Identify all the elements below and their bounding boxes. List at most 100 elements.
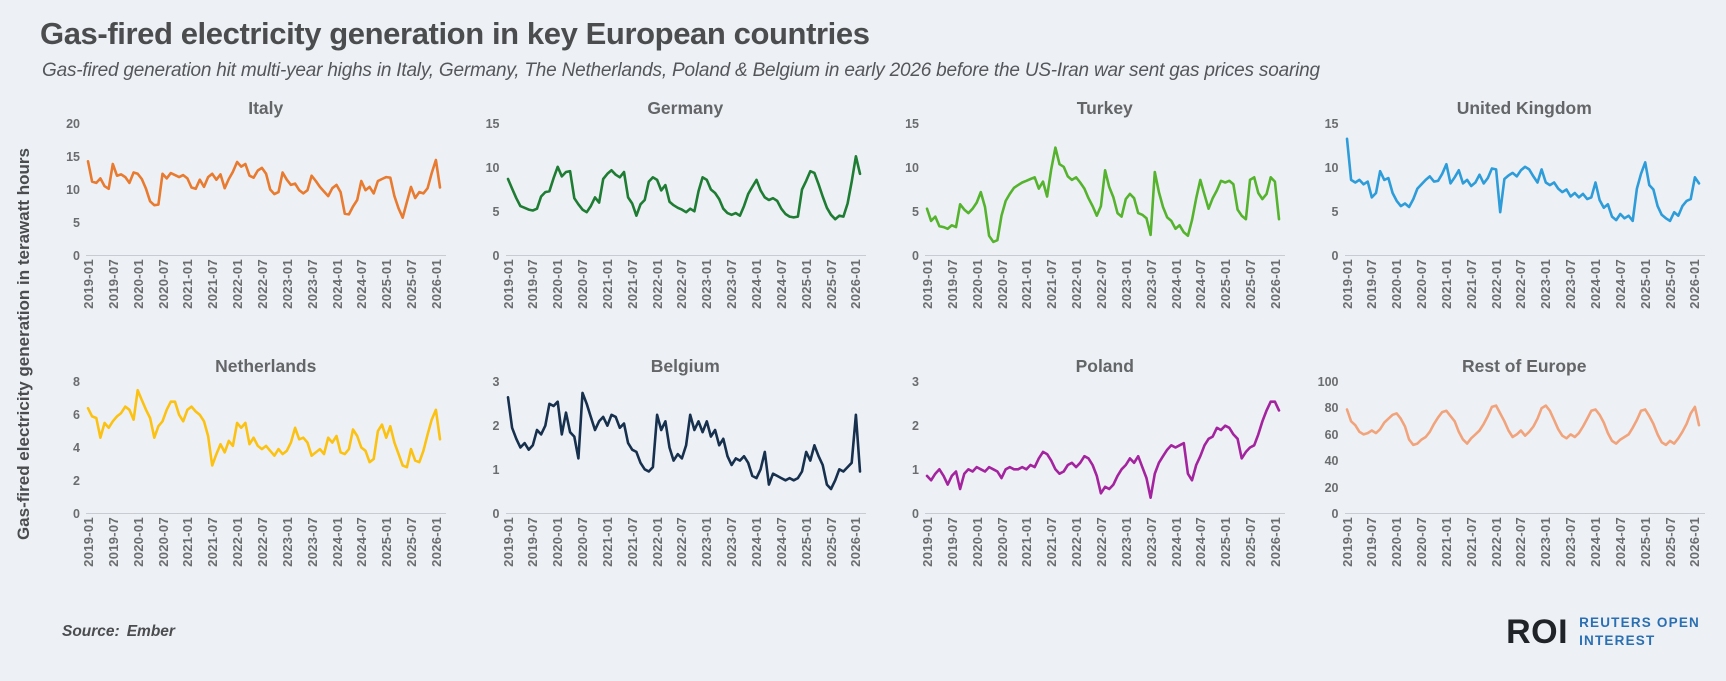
- subplot-title-germany: Germany: [647, 98, 724, 118]
- page-title: Gas-fired electricity generation in key …: [40, 16, 870, 51]
- x-axis-tick-label: 2022-01: [230, 259, 246, 309]
- x-axis-tick-label: 2019-01: [920, 517, 935, 567]
- x-axis-tick-label: 2020-07: [575, 259, 590, 309]
- x-axis-tick-label: 2025-01: [798, 259, 814, 309]
- x-axis-tick-label: 2021-07: [205, 517, 221, 567]
- y-axis-united-kingdom: 0 5 10 15: [1307, 117, 1345, 263]
- y-axis-tick-label: 10: [905, 161, 919, 175]
- x-axis-tick-label: 2023-07: [1563, 259, 1579, 309]
- x-axis-tick-label: 2022-07: [254, 259, 270, 309]
- x-axis-tick-label: 2019-01: [500, 517, 516, 567]
- subplot-united-kingdom: United Kingdom 0 5 10 15 2019-01 2019-07 2020-0…: [1307, 86, 1726, 344]
- x-axis-tick-label: 2023-01: [279, 259, 295, 309]
- y-axis-title: Gas-fired electricity generation in tera…: [14, 147, 33, 541]
- y-axis-tick-label: 15: [905, 117, 919, 131]
- x-axis-tick-label: 2020-07: [155, 517, 171, 567]
- plot-line: [506, 154, 861, 221]
- x-axis-tick-label: 2023-01: [1538, 259, 1554, 309]
- plot-area-united-kingdom: 0 5 10 15: [1307, 117, 1705, 263]
- roi-logo-line1: REUTERS OPEN: [1579, 615, 1700, 630]
- y-axis-tick-label: 0: [492, 249, 500, 263]
- x-axis-tick-label: 2020-07: [994, 259, 1010, 309]
- roi-logo-abbr: ROI: [1506, 612, 1569, 651]
- roi-logo-text: REUTERS OPEN INTEREST: [1579, 614, 1700, 649]
- x-axis-tick-label: 2022-07: [1093, 259, 1109, 309]
- plot-belgium: [505, 382, 866, 514]
- x-axis-tick-label: 2024-07: [1612, 259, 1628, 309]
- x-axis-tick-label: 2021-01: [599, 259, 615, 309]
- x-axis-tick-label: 2024-01: [1588, 259, 1603, 309]
- x-axis-tick-label: 2021-07: [1044, 517, 1060, 567]
- plot-area-germany: 0 5 10 15: [468, 117, 866, 263]
- x-axis-tick-label: 2024-01: [1588, 517, 1603, 567]
- x-axis-tick-label: 2023-07: [1563, 517, 1579, 567]
- x-axis-poland: 2019-01 2019-07 2020-01 2020-07 2021-01 2021-…: [920, 514, 1285, 602]
- x-axis-tick-label: 2020-07: [994, 517, 1010, 567]
- x-axis-tick-label: 2020-01: [1389, 259, 1405, 309]
- x-axis-rest-of-europe: 2019-01 2019-07 2020-01 2020-07 2021-01 2021-…: [1340, 514, 1705, 602]
- subplot-germany: Germany 0 5 10 15 2019-01 2019-07 2020-01 2020-0…: [468, 86, 888, 344]
- x-axis-tick-label: 2025-07: [404, 517, 419, 567]
- y-axis-tick-label: 0: [492, 507, 500, 521]
- footer: Source: Ember ROI REUTERS OPEN INTEREST: [0, 602, 1726, 649]
- y-axis-tick-label: 1: [912, 463, 919, 477]
- plot-area-rest-of-europe: 0 20 40 60 80 100: [1307, 375, 1705, 521]
- y-axis-tick-label: 15: [66, 150, 80, 164]
- x-axis-tick-label: 2022-01: [230, 517, 246, 567]
- x-axis-tick-label: 2023-07: [304, 259, 320, 309]
- y-axis-title-wrap: Gas-fired electricity generation in tera…: [0, 86, 48, 602]
- plot-area-italy: 0 5 10 15 20: [48, 117, 446, 263]
- x-axis-tick-label: 2023-07: [1143, 259, 1159, 309]
- y-axis-tick-label: 5: [1331, 205, 1339, 219]
- x-axis-tick-label: 2019-07: [105, 517, 121, 567]
- roi-logo-line2: INTEREST: [1579, 632, 1656, 648]
- x-axis-tick-label: 2026-01: [848, 259, 864, 309]
- y-axis-tick-label: 2: [492, 419, 500, 433]
- x-axis-tick-label: 2020-07: [1414, 517, 1429, 567]
- x-axis-tick-label: 2019-07: [525, 517, 541, 567]
- plot-canvas: [505, 154, 866, 256]
- x-axis-tick-label: 2022-01: [1488, 259, 1504, 309]
- y-axis-tick-label: 5: [912, 205, 919, 219]
- x-axis-netherlands: 2019-01 2019-07 2020-01 2020-07 2021-01 2021-…: [81, 514, 446, 602]
- header: Gas-fired electricity generation in key …: [0, 0, 1726, 82]
- y-axis-tick-label: 15: [1324, 117, 1339, 131]
- x-axis-tick-label: 2021-01: [180, 259, 196, 309]
- y-axis-tick-label: 0: [1331, 249, 1339, 263]
- plot-line: [1345, 137, 1700, 223]
- y-axis-tick-label: 10: [485, 161, 500, 175]
- x-axis-tick-label: 2026-01: [428, 517, 444, 567]
- x-axis-tick-label: 2023-07: [1143, 517, 1159, 567]
- x-axis-tick-label: 2024-07: [354, 259, 370, 309]
- x-axis-tick-label: 2024-07: [1193, 259, 1209, 309]
- x-axis-tick-label: 2025-01: [798, 517, 814, 567]
- y-axis-tick-label: 80: [1324, 401, 1339, 416]
- x-axis-tick-label: 2024-07: [1612, 517, 1628, 567]
- x-axis-tick-label: 2021-01: [1438, 259, 1454, 309]
- y-axis-tick-label: 60: [1324, 427, 1339, 442]
- x-axis-tick-label: 2020-01: [130, 517, 146, 567]
- x-axis-tick-label: 2020-01: [1389, 517, 1405, 567]
- x-axis-tick-label: 2023-01: [1118, 259, 1134, 309]
- y-axis-tick-label: 8: [73, 375, 80, 389]
- x-axis-italy: 2019-01 2019-07 2020-01 2020-07 2021-01 2021-…: [81, 256, 446, 344]
- plot-line: [86, 158, 442, 219]
- x-axis-tick-label: 2025-01: [1218, 517, 1234, 567]
- plot-area-netherlands: 0 2 4 6 8: [48, 375, 446, 521]
- x-axis-tick-label: 2021-07: [1463, 259, 1479, 309]
- x-axis-tick-label: 2025-07: [1662, 517, 1678, 567]
- y-axis-rest-of-europe: 0 20 40 60 80 100: [1307, 375, 1345, 521]
- x-axis-tick-label: 2022-07: [674, 259, 690, 309]
- charts-area: Gas-fired electricity generation in tera…: [0, 86, 1726, 602]
- subplot-title-italy: Italy: [248, 98, 284, 118]
- x-axis-tick-label: 2025-07: [1662, 259, 1678, 309]
- x-axis-tick-label: 2023-01: [699, 517, 715, 567]
- subplot-belgium: Belgium 0 1 2 3 2019-01 2019-07 2020-01 2020-07 2…: [468, 344, 888, 602]
- x-axis-tick-label: 2019-07: [1364, 259, 1380, 309]
- y-axis-italy: 0 5 10 15 20: [48, 117, 86, 263]
- plot-area-belgium: 0 1 2 3: [468, 375, 866, 521]
- subplot-italy: Italy 0 5 10 15 20 2019-01 2019-07 2020-01 2020-0…: [48, 86, 468, 344]
- x-axis-tick-label: 2024-01: [1168, 259, 1184, 309]
- x-axis-tick-label: 2020-01: [550, 259, 566, 309]
